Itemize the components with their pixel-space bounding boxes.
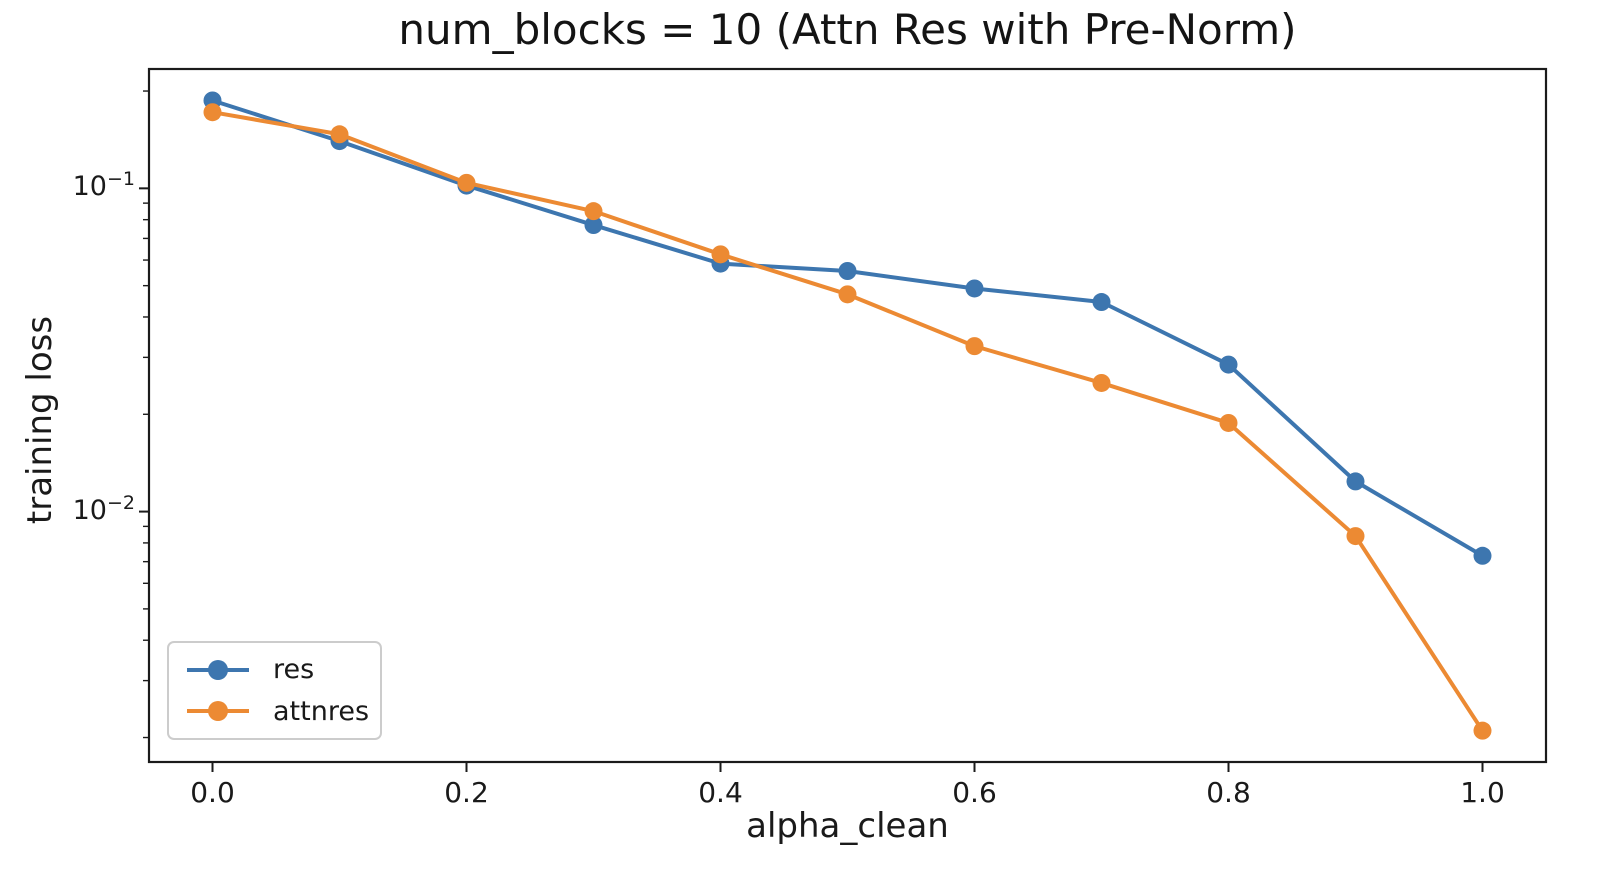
x-tick-label: 0.8 xyxy=(1206,776,1251,809)
data-point-res xyxy=(838,262,857,281)
legend-entry-attnres: attnres xyxy=(185,696,372,727)
data-point-attnres xyxy=(1219,413,1238,432)
x-tick-label: 0.0 xyxy=(190,776,235,809)
data-point-attnres xyxy=(584,202,603,221)
legend-entry-res: res xyxy=(185,654,372,685)
legend-label: res xyxy=(273,654,315,686)
data-point-attnres xyxy=(711,245,730,264)
data-point-res xyxy=(1092,293,1111,312)
data-point-attnres xyxy=(1473,721,1492,740)
legend-label: attnres xyxy=(273,695,370,727)
data-point-attnres xyxy=(1092,373,1111,392)
plot-border xyxy=(147,67,1548,764)
y-axis-label: training loss xyxy=(20,315,60,525)
data-point-attnres xyxy=(330,125,349,144)
x-tick-label: 0.2 xyxy=(444,776,489,809)
series-line-res xyxy=(211,98,1484,558)
data-point-attnres xyxy=(838,285,857,304)
data-point-res xyxy=(1473,546,1492,565)
y-tick-label: 10−2 xyxy=(72,491,135,526)
x-axis-label: alpha_clean xyxy=(746,806,949,846)
x-tick-label: 0.4 xyxy=(698,776,743,809)
data-point-res xyxy=(1219,355,1238,374)
legend: res attnres xyxy=(167,641,382,740)
data-point-res xyxy=(584,216,603,235)
x-tick-label: 1.0 xyxy=(1460,776,1505,809)
data-point-res xyxy=(965,279,984,298)
data-point-attnres xyxy=(203,103,222,122)
data-point-attnres xyxy=(1346,527,1365,546)
x-tick-label: 0.6 xyxy=(952,776,997,809)
data-point-attnres xyxy=(457,173,476,192)
legend-line-sample xyxy=(187,659,249,680)
data-point-res xyxy=(1346,472,1365,491)
y-tick-label: 10−1 xyxy=(72,168,135,203)
data-point-attnres xyxy=(965,337,984,356)
legend-line-sample xyxy=(187,701,249,722)
chart-title: num_blocks = 10 (Attn Res with Pre-Norm) xyxy=(398,5,1297,54)
